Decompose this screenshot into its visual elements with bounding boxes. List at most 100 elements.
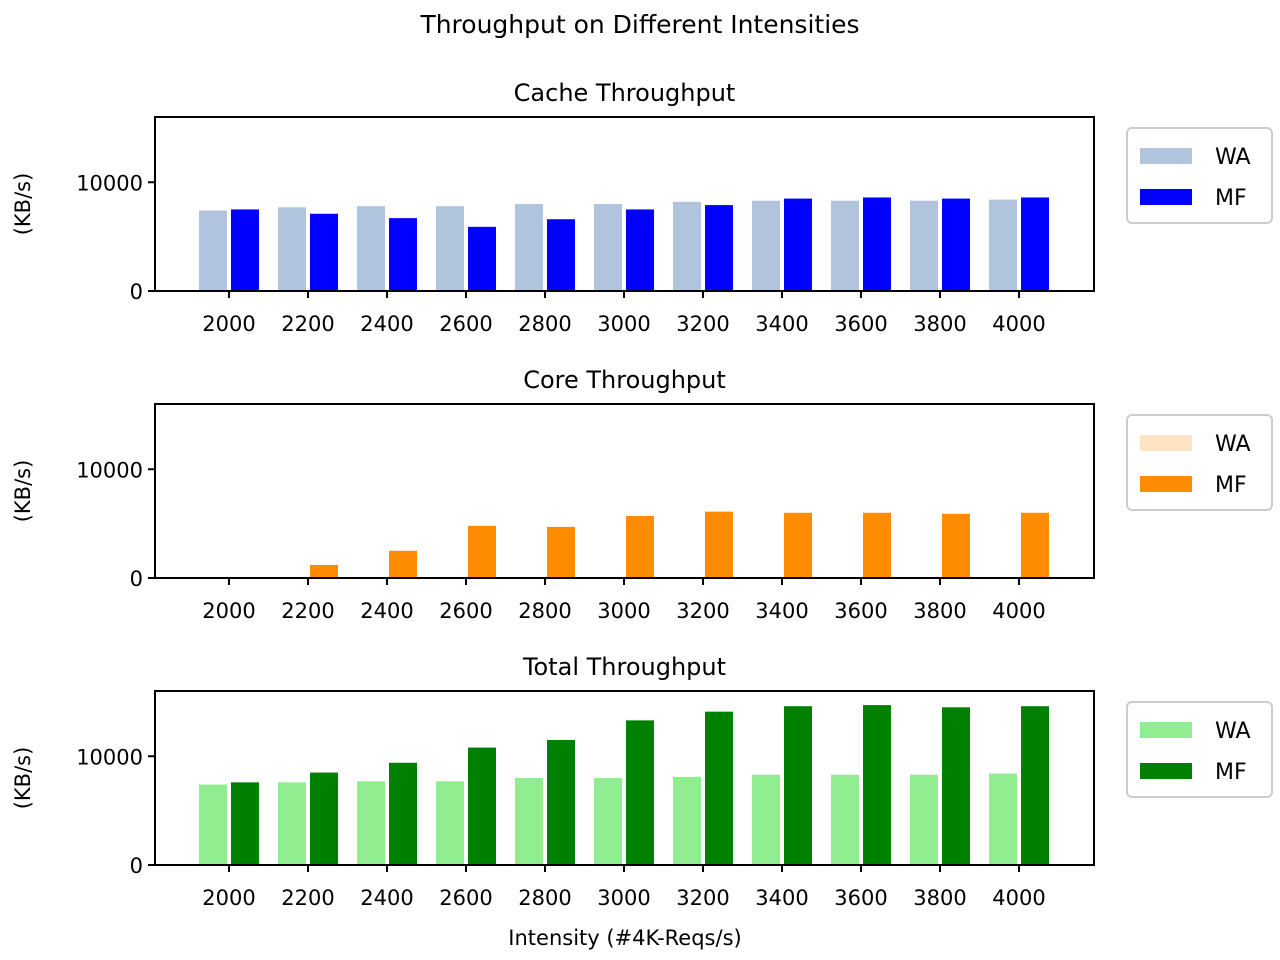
legend-label-mf: MF (1215, 186, 1247, 211)
x-tick-label: 2600 (439, 599, 492, 623)
bar-wa-3800 (910, 774, 938, 865)
x-tick-label: 3800 (913, 312, 966, 336)
y-tick-label: 10000 (76, 171, 143, 195)
x-tick-label: 2800 (518, 312, 571, 336)
y-axis-label: (KB/s) (11, 173, 35, 236)
x-tick-label: 3400 (755, 312, 808, 336)
x-tick-label: 3800 (913, 886, 966, 910)
bar-mf-2400 (389, 550, 417, 578)
bar-mf-3400 (784, 706, 812, 865)
x-tick-label: 3600 (834, 312, 887, 336)
legend-label-mf: MF (1215, 473, 1247, 498)
x-tick-label: 3400 (755, 599, 808, 623)
x-tick-label: 2200 (281, 599, 334, 623)
bar-mf-3400 (784, 512, 812, 578)
bar-mf-4000 (1021, 706, 1049, 865)
bar-mf-3200 (705, 511, 733, 578)
chart-title: Core Throughput (523, 366, 726, 394)
bar-wa-2400 (357, 781, 385, 865)
legend-swatch-wa (1140, 722, 1192, 738)
x-tick-label: 2800 (518, 886, 571, 910)
bar-mf-3800 (942, 513, 970, 578)
chart-title: Total Throughput (522, 653, 726, 681)
x-tick-label: 2400 (360, 599, 413, 623)
bar-mf-4000 (1021, 197, 1049, 291)
x-tick-label: 3200 (676, 886, 729, 910)
legend-swatch-mf (1140, 189, 1192, 205)
bar-mf-2200 (310, 564, 338, 578)
bar-wa-2200 (278, 782, 306, 865)
bar-mf-2000 (231, 209, 259, 291)
bar-mf-2600 (468, 226, 496, 291)
chart-title: Cache Throughput (514, 79, 736, 107)
bar-wa-3600 (831, 774, 859, 865)
bar-mf-2600 (468, 747, 496, 865)
x-tick-label: 3000 (597, 312, 650, 336)
bar-mf-2800 (547, 739, 575, 865)
x-tick-label: 3400 (755, 886, 808, 910)
bar-mf-2200 (310, 772, 338, 865)
x-tick-label: 3600 (834, 886, 887, 910)
bar-wa-2800 (515, 778, 543, 865)
bar-wa-2000 (199, 210, 227, 291)
bar-mf-3600 (863, 705, 891, 865)
bar-mf-2800 (547, 526, 575, 578)
bar-mf-2400 (389, 218, 417, 291)
x-tick-label: 4000 (992, 886, 1045, 910)
bar-mf-3000 (626, 720, 654, 865)
bar-wa-3400 (752, 200, 780, 291)
bar-wa-2200 (278, 207, 306, 291)
legend-box (1126, 414, 1273, 511)
y-tick-label: 0 (130, 280, 143, 304)
chart-panel-1: Cache Throughput (KB/s) 0 10000 2000 2200 2400… (11, 79, 1273, 336)
bar-wa-2600 (436, 781, 464, 865)
chart-panel-3: Total Throughput (KB/s) 0 10000 2000 2200 2400… (11, 653, 1273, 910)
x-tick-label: 3800 (913, 599, 966, 623)
bar-mf-4000 (1021, 512, 1049, 578)
x-tick-label: 2600 (439, 312, 492, 336)
y-tick-label: 10000 (76, 745, 143, 769)
y-axis-label: (KB/s) (11, 747, 35, 810)
bar-mf-3400 (784, 198, 812, 291)
bar-mf-3200 (705, 711, 733, 865)
x-tick-label: 2600 (439, 886, 492, 910)
bar-wa-4000 (989, 773, 1017, 865)
bar-mf-2800 (547, 219, 575, 291)
bar-wa-4000 (989, 199, 1017, 291)
bar-wa-3200 (673, 776, 701, 865)
bar-mf-3000 (626, 516, 654, 578)
x-tick-label: 4000 (992, 312, 1045, 336)
legend-label-mf: MF (1215, 760, 1247, 785)
bar-mf-3600 (863, 512, 891, 578)
bar-wa-3000 (594, 204, 622, 291)
bar-wa-2800 (515, 204, 543, 291)
x-tick-label: 3600 (834, 599, 887, 623)
bar-wa-3200 (673, 201, 701, 291)
bar-wa-3400 (752, 774, 780, 865)
y-tick-label: 0 (130, 854, 143, 878)
x-tick-label: 2000 (202, 312, 255, 336)
legend-label-wa: WA (1215, 719, 1251, 744)
bar-mf-3800 (942, 198, 970, 291)
legend-label-wa: WA (1215, 432, 1251, 457)
chart-panel-2: Core Throughput (KB/s) 0 10000 2000 2200 2400 2… (11, 366, 1273, 623)
bar-wa-3000 (594, 778, 622, 865)
y-axis-label: (KB/s) (11, 460, 35, 523)
bar-wa-2400 (357, 206, 385, 291)
y-tick-label: 0 (130, 567, 143, 591)
legend-swatch-wa (1140, 435, 1192, 451)
x-tick-label: 4000 (992, 599, 1045, 623)
legend-swatch-wa (1140, 148, 1192, 164)
bar-wa-3800 (910, 200, 938, 291)
bar-mf-3200 (705, 205, 733, 291)
legend-box (1126, 127, 1273, 224)
bar-mf-3800 (942, 707, 970, 865)
x-tick-label: 2200 (281, 312, 334, 336)
x-tick-label: 2400 (360, 886, 413, 910)
bar-mf-3600 (863, 197, 891, 291)
bar-mf-2600 (468, 525, 496, 578)
x-tick-label: 2000 (202, 886, 255, 910)
legend-box (1126, 701, 1273, 798)
bar-wa-2600 (436, 206, 464, 291)
